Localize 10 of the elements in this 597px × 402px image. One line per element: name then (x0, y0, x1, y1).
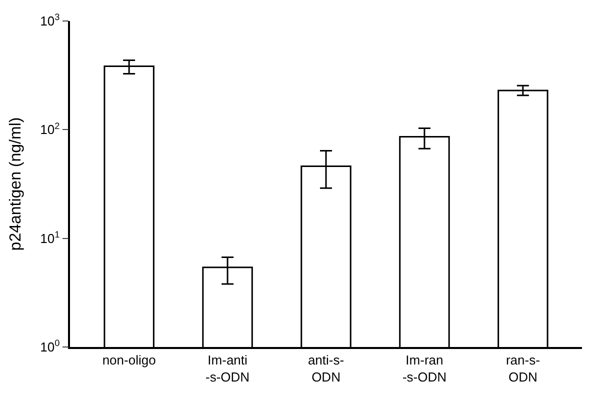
y-tick-label: 10$^{3}$ (40, 12, 60, 29)
x-tick-label: Im-ran -s-ODN (402, 352, 446, 384)
x-tick-label: Im-anti -s-ODN (206, 352, 250, 384)
y-tick-label: 10$^{2}$ (40, 120, 60, 138)
x-tick-label: anti-s- ODN (308, 352, 344, 384)
y-tick-label: 10$^{1}$ (40, 229, 60, 246)
x-tick-label: ran-s- ODN (506, 352, 540, 384)
x-tick-label: non-oligo (102, 352, 156, 368)
y-axis-title: p24antigen (ng/ml) (8, 117, 25, 251)
y-tick-label: 10$^{0}$ (40, 338, 60, 355)
